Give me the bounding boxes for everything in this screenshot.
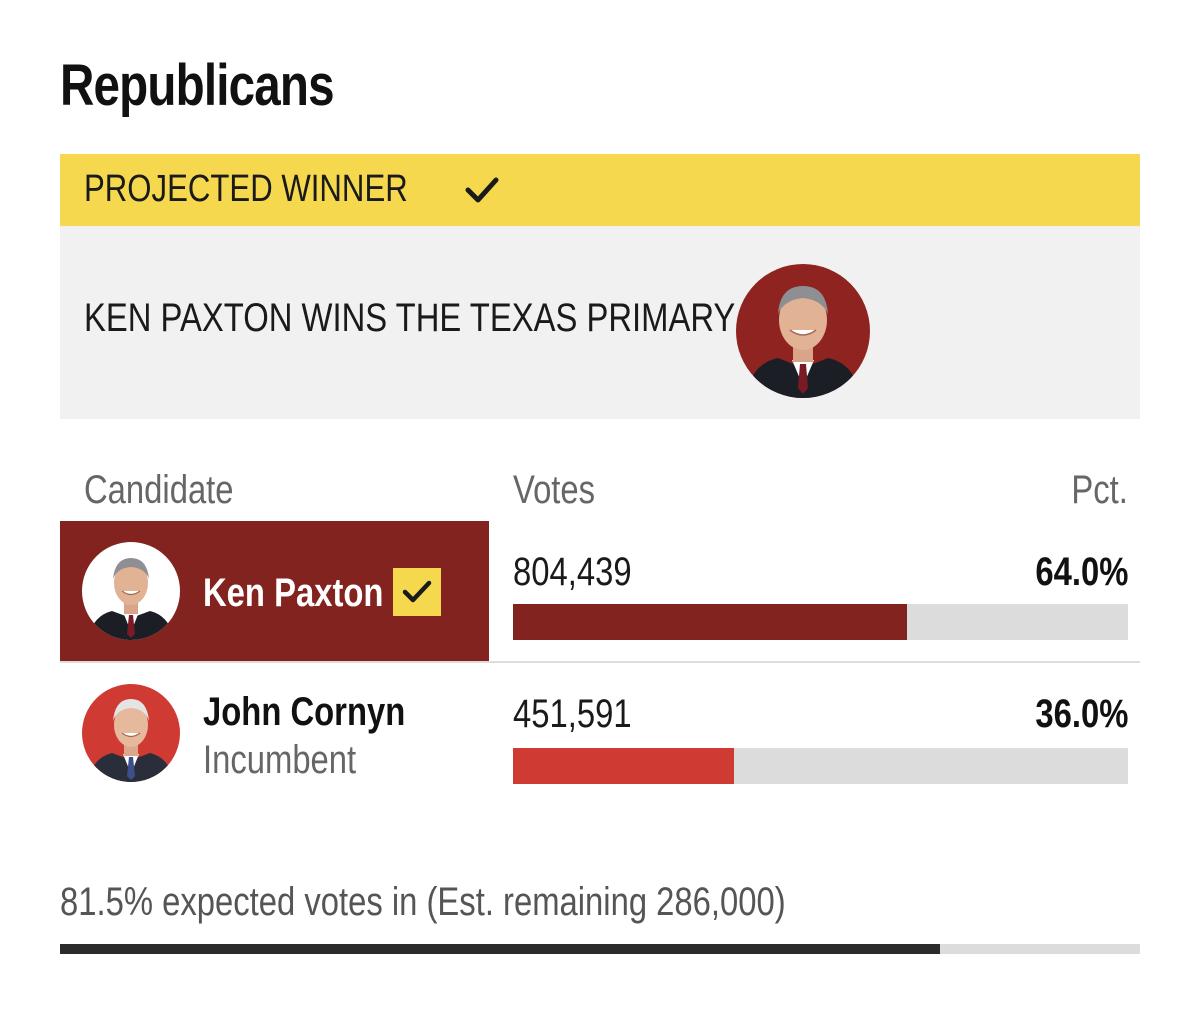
column-header-votes: Votes xyxy=(513,468,596,512)
column-header-pct: Pct. xyxy=(1071,468,1128,512)
vote-share-bar xyxy=(513,748,1128,784)
candidate-votes: 451,591 xyxy=(513,692,632,736)
winner-announcement: KEN PAXTON WINS THE TEXAS PRIMARY xyxy=(60,226,1140,419)
column-header-candidate: Candidate xyxy=(84,468,234,512)
expected-votes-bar xyxy=(60,944,1140,954)
candidate-name: John Cornyn xyxy=(203,690,406,734)
vote-share-fill xyxy=(513,604,907,640)
row-divider xyxy=(60,661,1140,663)
announcement-text: KEN PAXTON WINS THE TEXAS PRIMARY xyxy=(84,296,736,340)
candidate-avatar xyxy=(82,684,180,782)
winner-candidate-cell: Ken Paxton xyxy=(60,521,489,661)
check-icon xyxy=(402,580,432,603)
candidate-votes: 804,439 xyxy=(513,550,632,594)
vote-share-fill xyxy=(513,748,735,784)
expected-votes-text: 81.5% expected votes in (Est. remaining … xyxy=(60,880,786,924)
expected-votes-fill xyxy=(60,944,941,954)
candidate-name: Ken Paxton xyxy=(203,571,384,615)
winner-avatar xyxy=(736,264,870,398)
candidate-pct: 36.0% xyxy=(1034,692,1128,736)
party-title: Republicans xyxy=(60,53,335,118)
check-icon xyxy=(465,177,499,203)
projected-winner-banner: PROJECTED WINNER xyxy=(60,154,1140,226)
candidate-pct: 64.0% xyxy=(1034,550,1128,594)
candidate-avatar xyxy=(82,542,180,640)
vote-share-bar xyxy=(513,604,1128,640)
projected-winner-label: PROJECTED WINNER xyxy=(84,168,408,210)
candidate-subtitle: Incumbent xyxy=(203,738,357,782)
winner-check-badge xyxy=(393,568,441,616)
